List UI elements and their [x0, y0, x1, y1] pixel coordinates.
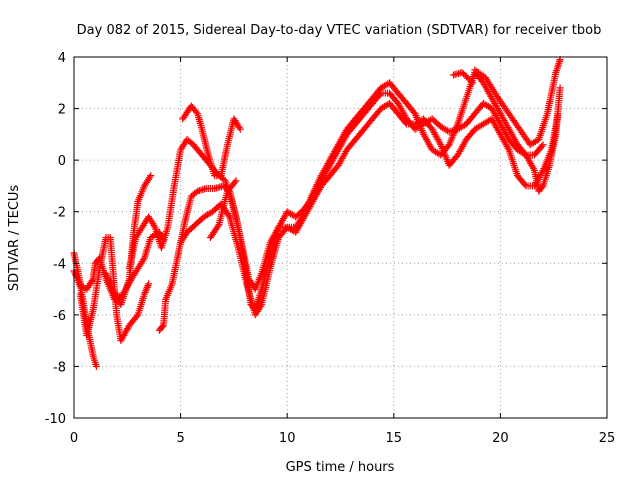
axis-ticks [73, 56, 608, 419]
data-point [469, 79, 477, 87]
series-trace-4 [102, 172, 155, 308]
data-point [521, 181, 529, 188]
data-point [538, 183, 546, 191]
series-trace-3 [76, 234, 153, 345]
data-point [214, 222, 222, 230]
data-point [159, 323, 166, 330]
y-tick-label: -10 [45, 412, 66, 427]
data-point [92, 362, 100, 370]
y-axis-label: SDTVAR / TECUs [7, 185, 22, 292]
data-point [88, 277, 96, 284]
data-point [150, 222, 158, 229]
series-trace-7 [177, 69, 564, 319]
data-point [143, 285, 150, 293]
data-point [232, 177, 240, 185]
data-point [147, 172, 155, 180]
data-point [460, 70, 467, 78]
y-tick-label: -8 [53, 360, 66, 375]
data-point [225, 211, 233, 219]
data-point [141, 289, 149, 296]
data-point [556, 84, 564, 92]
data-point [436, 139, 444, 147]
series-trace-8 [179, 102, 244, 180]
data-point [139, 256, 147, 264]
x-tick-label: 20 [492, 431, 509, 446]
series-trace-9 [206, 177, 240, 241]
x-tick-label: 15 [386, 431, 403, 446]
data-point [538, 142, 546, 150]
y-tick-label: 4 [58, 51, 66, 66]
chart-title: Day 082 of 2015, Sidereal Day-to-day VTE… [77, 23, 602, 38]
data-point [235, 124, 243, 131]
data-point [461, 71, 469, 79]
y-tick-label: -4 [53, 257, 66, 272]
data-point [140, 290, 148, 298]
x-tick-label: 0 [70, 431, 78, 446]
y-tick-label: -6 [53, 309, 66, 324]
x-tick-label: 5 [176, 431, 184, 446]
data-point [282, 225, 290, 233]
series-trace-10 [471, 56, 564, 149]
y-tick-label: 0 [58, 154, 66, 169]
x-tick-label: 10 [279, 431, 296, 446]
series-trace-6 [155, 99, 562, 334]
y-tick-label: 2 [58, 103, 66, 118]
y-tick-label: -2 [53, 206, 66, 221]
tick-labels: 0 5 10 15 20 25 -10 -8 -6 -4 -2 0 2 4 [45, 51, 616, 446]
x-tick-label: 25 [599, 431, 616, 446]
data-point [538, 168, 546, 176]
data-point [144, 282, 152, 290]
data-point [539, 141, 547, 149]
data-point [142, 287, 150, 295]
x-axis-label: GPS time / hours [286, 460, 395, 475]
series-trace-11 [450, 69, 477, 87]
plot-frame [73, 56, 608, 419]
data-points [70, 56, 564, 370]
data-point [466, 76, 474, 84]
data-point [401, 119, 409, 127]
data-point [274, 225, 282, 233]
data-point [236, 125, 244, 133]
data-point [504, 144, 512, 152]
data-point [78, 283, 86, 291]
data-point [231, 178, 239, 186]
data-point [146, 173, 154, 181]
data-point [145, 280, 153, 288]
data-point [467, 77, 475, 85]
